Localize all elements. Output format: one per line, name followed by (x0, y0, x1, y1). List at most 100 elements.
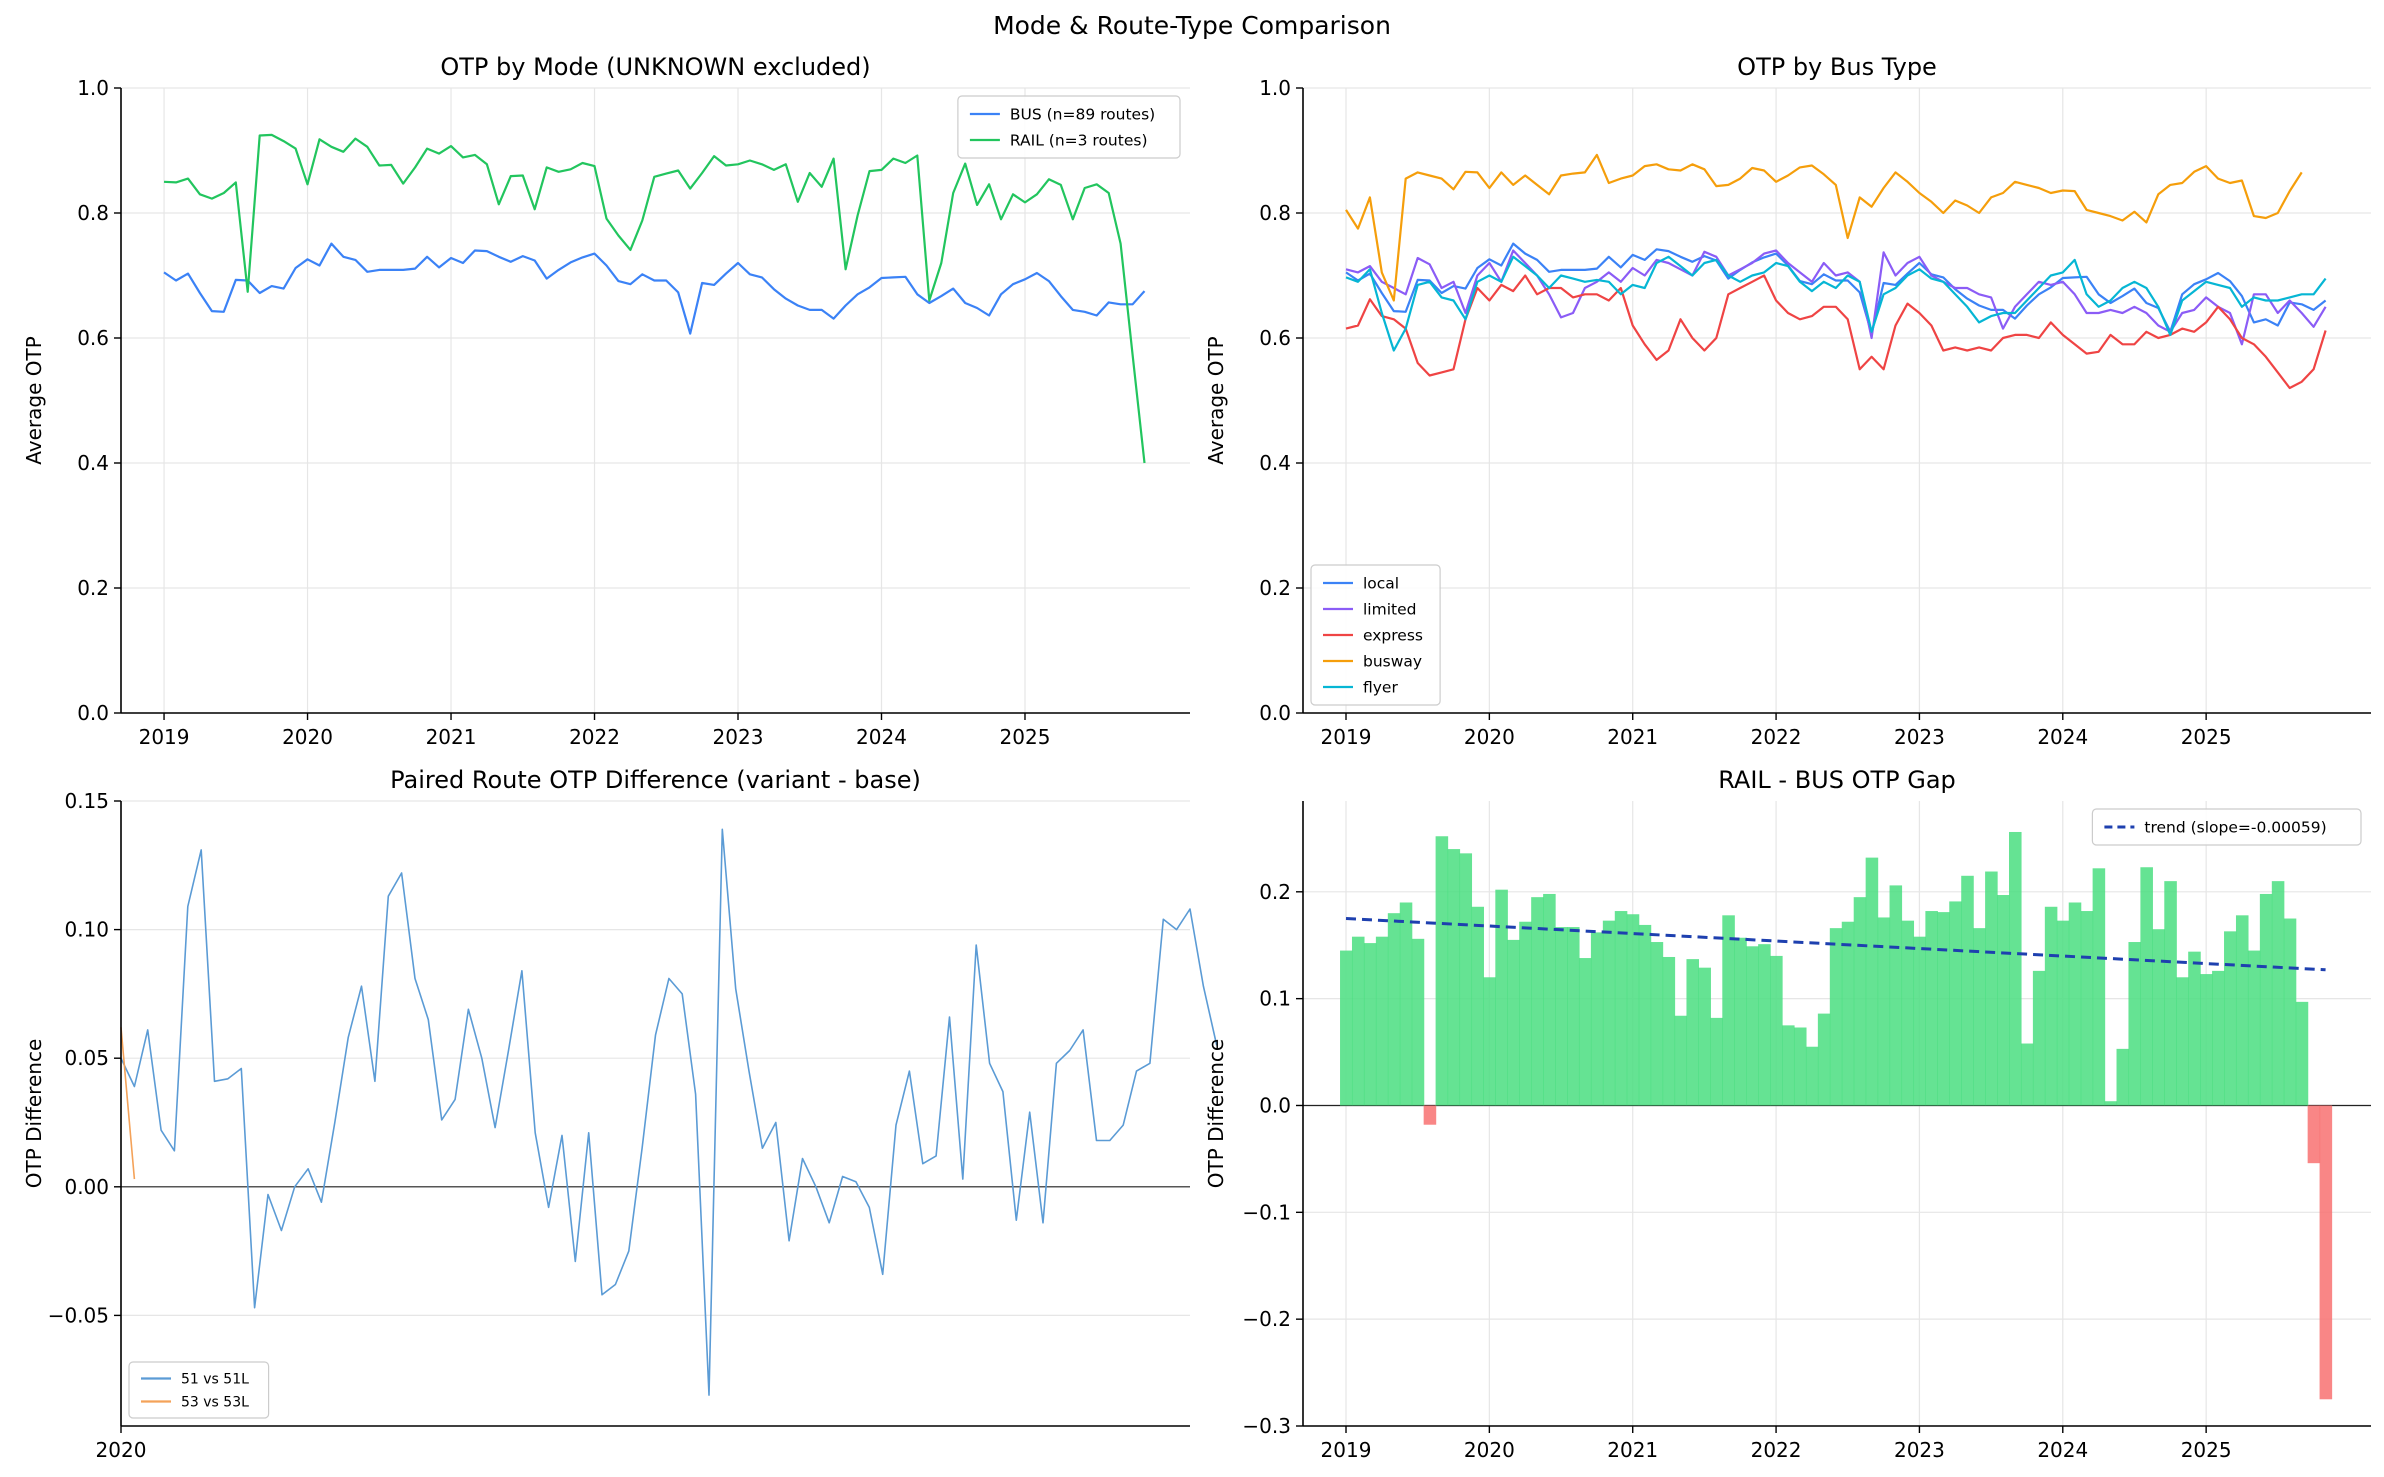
gap-bar (1543, 893, 1556, 1106)
gap-bar (2056, 920, 2070, 1106)
gap-bar (1710, 1017, 1723, 1106)
y-tick-label: −0.05 (48, 1303, 109, 1327)
gap-bar (1399, 902, 1413, 1106)
y-tick-label: 0.0 (1259, 1093, 1291, 1117)
gap-bar (1997, 895, 2010, 1106)
gap-bar (2104, 1101, 2118, 1106)
gap-bar (2283, 918, 2297, 1106)
gap-bar (2140, 867, 2153, 1106)
y-axis-label: OTP Difference (22, 1039, 46, 1188)
legend-box (128, 1361, 270, 1419)
x-tick-label: 2021 (426, 725, 477, 749)
legend-label: limited (1363, 601, 1416, 619)
legend: local limited express busway flyer (1310, 564, 1441, 706)
y-tick-label: −0.3 (1242, 1414, 1291, 1438)
legend: 51 vs 51L 53 vs 53L (128, 1361, 270, 1419)
y-tick-label: 0.15 (64, 789, 109, 813)
gap-bar (2032, 970, 2046, 1106)
y-tick-label: 0.8 (1259, 201, 1291, 225)
series-line-flyer (1345, 255, 2327, 352)
legend: BUS (n=89 routes) RAIL (n=3 routes) (957, 95, 1181, 159)
gap-bar (2116, 1048, 2130, 1106)
x-tick-label: 2019 (1321, 1438, 1372, 1462)
gap-bar (1674, 1015, 1688, 1106)
y-axis-label: Average OTP (22, 336, 46, 465)
gap-bar (1782, 1025, 1795, 1106)
gap-bar (1829, 928, 1843, 1106)
gap-bar (2259, 893, 2273, 1106)
legend-label: RAIL (n=3 routes) (1010, 132, 1148, 150)
gap-bar (2235, 915, 2249, 1106)
gap-bar (2319, 1105, 2333, 1400)
x-tick-label: 2022 (569, 725, 620, 749)
series-line-express (1345, 274, 2327, 390)
legend-label: 53 vs 53L (181, 1395, 249, 1411)
x-tick-label: 2025 (2181, 1438, 2232, 1462)
series-line-53 (120, 1027, 136, 1180)
gap-bar (1411, 938, 1425, 1106)
y-tick-label: 0.4 (77, 451, 109, 475)
gap-bar (2212, 970, 2225, 1106)
gap-bar (1650, 942, 1664, 1106)
gap-bar (1590, 932, 1604, 1106)
y-axis-label: OTP Difference (1204, 1039, 1228, 1188)
x-tick-label: 2019 (1321, 725, 1372, 749)
chart-2: 0.0 0.2 0.4 0.6 0.8 1.0 2019 2020 2021 2022 2023 20… (1204, 53, 2371, 749)
y-tick-label: 0.00 (64, 1175, 109, 1199)
gap-bar (1519, 921, 1532, 1106)
gap-bar (1698, 967, 1711, 1106)
y-tick-label: −0.1 (1242, 1200, 1291, 1224)
gap-bar (1877, 917, 1891, 1106)
gap-bar (1626, 914, 1640, 1106)
gap-bar (1925, 911, 1938, 1106)
x-tick-label: 2023 (1894, 725, 1945, 749)
y-tick-label: 1.0 (1259, 76, 1291, 100)
y-tick-label: 0.05 (64, 1046, 109, 1070)
x-tick-label: 2019 (139, 725, 190, 749)
gap-bar (1602, 920, 1616, 1106)
x-tick-label: 2024 (856, 725, 907, 749)
y-tick-label: 0.1 (1259, 987, 1291, 1011)
y-tick-label: −0.2 (1242, 1307, 1291, 1331)
gap-bar (1973, 928, 1986, 1106)
gap-bar (2080, 911, 2094, 1106)
gap-bar (1961, 875, 1974, 1106)
gap-bar (1375, 936, 1389, 1106)
legend-box (957, 95, 1181, 159)
gap-bar (1483, 977, 1496, 1106)
gap-bar (1387, 913, 1401, 1106)
x-tick-label: 2023 (1894, 1438, 1945, 1462)
gap-bar (1555, 927, 1568, 1106)
gap-bar (1853, 897, 1867, 1106)
chart-title: RAIL - BUS OTP Gap (1718, 766, 1956, 794)
series-line-limited (1345, 249, 2327, 346)
gap-bar (2068, 902, 2082, 1106)
chart-1: 0.0 0.2 0.4 0.6 0.8 1.0 2019 2020 2021 2022 2023 20… (22, 53, 1190, 749)
gap-bar (2200, 974, 2213, 1106)
gap-bar (1495, 889, 1508, 1106)
gap-bar (2164, 881, 2177, 1106)
gap-bar (1865, 857, 1879, 1106)
x-tick-label: 2020 (1464, 725, 1515, 749)
chart-title: OTP by Bus Type (1737, 53, 1937, 81)
x-tick-label: 2022 (1751, 725, 1802, 749)
gap-bar (1985, 871, 1998, 1106)
gap-bar (1435, 836, 1449, 1106)
gap-bar (2271, 881, 2285, 1106)
series-line-rail (163, 133, 1146, 464)
x-tick-label: 2020 (1464, 1438, 1515, 1462)
gap-bar (1949, 901, 1962, 1106)
gap-bar (1770, 955, 1783, 1106)
x-tick-label: 2020 (282, 725, 333, 749)
legend-label: BUS (n=89 routes) (1010, 106, 1155, 124)
charts: 0.0 0.2 0.4 0.6 0.8 1.0 2019 2020 2021 2022 2023 20… (22, 53, 2371, 1462)
gap-bar (1662, 956, 1676, 1106)
gap-bar (1507, 939, 1520, 1106)
gap-bar (1447, 849, 1461, 1106)
gap-bar (1722, 915, 1735, 1106)
x-tick-label: 2024 (2037, 1438, 2088, 1462)
gap-bar (2128, 942, 2142, 1106)
gap-bar (1793, 1027, 1807, 1106)
y-axis-label: Average OTP (1204, 336, 1228, 465)
x-tick-label: 2022 (1751, 1438, 1802, 1462)
